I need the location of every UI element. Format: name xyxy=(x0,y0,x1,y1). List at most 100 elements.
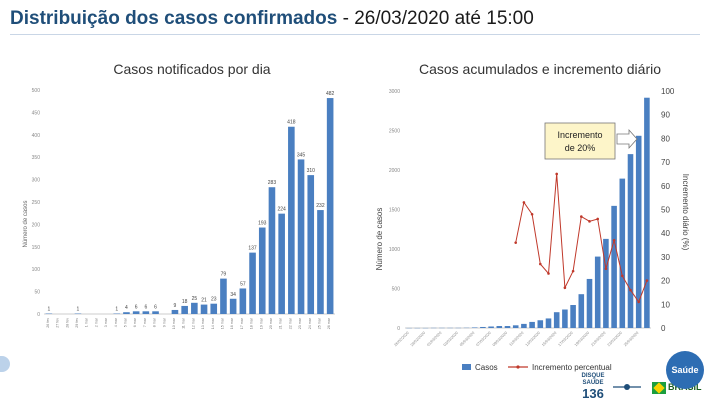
legend-marker-incremento xyxy=(516,365,520,369)
chart2-bar xyxy=(480,326,486,328)
chart2-y-right-tick-label: 90 xyxy=(661,111,670,120)
chart1-data-label: 6 xyxy=(135,304,138,310)
chart2-bar xyxy=(512,325,519,328)
chart1-title: Casos notificados por dia xyxy=(113,61,270,77)
title-divider xyxy=(10,34,700,35)
chart2-x-tick-label: 15/03/2020 xyxy=(541,331,557,347)
chart1-bar xyxy=(317,210,324,314)
chart1-y-tick-label: 450 xyxy=(32,110,41,116)
chart2-bar xyxy=(619,178,626,328)
chart2-annotation: Incremento de 20% xyxy=(544,122,638,160)
chart2-bar xyxy=(578,294,585,328)
chart2-x-tick-label: 09/03/2020 xyxy=(492,331,508,347)
chart1-bar xyxy=(288,126,295,315)
chart1-ylabel: Número de casos xyxy=(23,200,29,247)
chart2-bar xyxy=(471,327,478,328)
chart2-x-tick-label: 21/03/2020 xyxy=(590,331,606,347)
chart1-data-label: 1 xyxy=(77,307,80,313)
chart1-x-tick-label: 23 mar xyxy=(298,317,302,329)
chart2-x-tick-label: 01/03/2020 xyxy=(426,331,442,347)
page-title-main: Distribuição dos casos confirmados xyxy=(10,8,338,29)
brasil-flag-icon xyxy=(652,382,666,394)
chart2-percent-point xyxy=(555,172,558,176)
chart2-percent-point xyxy=(604,267,608,271)
chart2-percent-point xyxy=(547,272,550,275)
chart2-y-axis: 0 500 1000 1500 2000 2500 3000 xyxy=(389,89,651,332)
chart1-bar xyxy=(249,252,256,314)
chart1-bar xyxy=(152,311,159,314)
chart2-bar xyxy=(594,256,601,328)
chart2-percent-line xyxy=(514,172,649,304)
chart1-bars xyxy=(45,98,334,315)
chart1-data-label: 6 xyxy=(154,304,157,310)
chart2-bar xyxy=(644,97,650,328)
chart1-x-tick-label: 4 mar xyxy=(114,317,118,327)
chart1-x-tick-label: 3 mar xyxy=(104,317,108,327)
chart1-x-tick-label: 27 fev xyxy=(56,318,60,328)
chart2-bar xyxy=(504,326,511,328)
chart1-x-tick-label: 15 mar xyxy=(220,317,224,329)
chart1-bar xyxy=(297,159,305,314)
disque-saude-number: 136 xyxy=(582,386,604,401)
chart1-data-label: 4 xyxy=(125,305,128,311)
chart2-bar xyxy=(545,318,552,328)
chart2-percent-point xyxy=(588,220,591,223)
chart1-x-tick-label: 5 mar xyxy=(123,317,127,327)
chart1-y-tick-label: 250 xyxy=(32,200,41,206)
chart1-y-tick-label: 100 xyxy=(32,267,41,273)
chart1-data-label: 23 xyxy=(211,297,217,303)
chart1-x-tick-label: 29 fev xyxy=(75,318,79,328)
chart1-y-axis: 0 50 100 150 200 250 300 350 400 450 500 xyxy=(32,88,335,318)
chart2-bar xyxy=(537,320,544,328)
chart1-y-tick-label: 300 xyxy=(32,178,41,184)
annotation-line2: de 20% xyxy=(565,143,596,153)
ministry-logo-icon xyxy=(613,384,641,390)
chart1-x-tick-label: 26 fev xyxy=(46,318,50,328)
chart2-y-axis-right: 0 10 20 30 40 50 60 70 80 90 100 xyxy=(661,87,675,333)
chart2-y-right-tick-label: 100 xyxy=(661,87,675,96)
chart1-bar xyxy=(278,213,285,314)
chart1-bar xyxy=(268,187,276,314)
chart1-y-tick-label: 200 xyxy=(32,222,41,228)
chart1-data-label: 79 xyxy=(221,272,227,278)
chart2-ylabel-right: Incremento diário (%) xyxy=(681,174,690,251)
chart1-bar xyxy=(326,98,334,314)
chart2-y-right-tick-label: 80 xyxy=(661,134,670,143)
chart1-x-tick-label: 12 mar xyxy=(191,317,195,329)
chart2-y-tick-label: 1500 xyxy=(389,208,400,214)
annotation-box xyxy=(544,122,616,160)
chart2-x-tick-label: 05/03/2020 xyxy=(459,331,475,347)
chart2-y-tick-label: 1000 xyxy=(389,247,400,253)
chart1-data-label: 482 xyxy=(326,91,335,97)
chart1-x-tick-label: 21 mar xyxy=(279,317,283,329)
page-title-separator: - xyxy=(337,8,355,29)
chart1-bar xyxy=(132,311,140,314)
chart2-bar xyxy=(529,321,535,328)
chart2-percent-point xyxy=(522,201,526,204)
chart2-y-tick-label: 2000 xyxy=(389,168,400,174)
chart2-percent-point xyxy=(530,212,534,216)
chart2-y-tick-label: 500 xyxy=(392,287,401,293)
chart2-x-tick-label: 23/03/2020 xyxy=(607,331,623,347)
chart2-y-right-tick-label: 10 xyxy=(661,300,670,309)
chart2-y-tick-label: 2500 xyxy=(389,129,400,135)
disque-saude-logo: DISQUE SAÚDE 136 xyxy=(579,373,607,401)
annotation-line1: Incremento xyxy=(557,130,602,140)
chart1-bar xyxy=(181,305,188,314)
chart1-x-tick-label: 18 mar xyxy=(250,317,254,329)
chart2-y-tick-label: 0 xyxy=(397,326,400,332)
chart2-percent-point xyxy=(637,300,640,304)
chart1-data-label: 193 xyxy=(258,221,267,227)
chart1-y-tick-label: 400 xyxy=(32,133,41,139)
chart1-x-tick-label: 24 mar xyxy=(308,317,312,329)
chart2-title: Casos acumulados e incremento diário xyxy=(419,61,661,77)
chart1-data-label: 9 xyxy=(174,303,177,309)
chart2-bar xyxy=(586,278,593,328)
chart1-bar xyxy=(258,227,266,314)
chart2-percent-point xyxy=(563,286,567,290)
chart2-percent-line-path xyxy=(515,173,648,303)
chart1-bar xyxy=(229,298,237,314)
chart2-percent-point xyxy=(580,215,583,218)
chart2-x-tick-label: 07/03/2020 xyxy=(476,331,492,347)
chart2-bar xyxy=(635,135,642,328)
